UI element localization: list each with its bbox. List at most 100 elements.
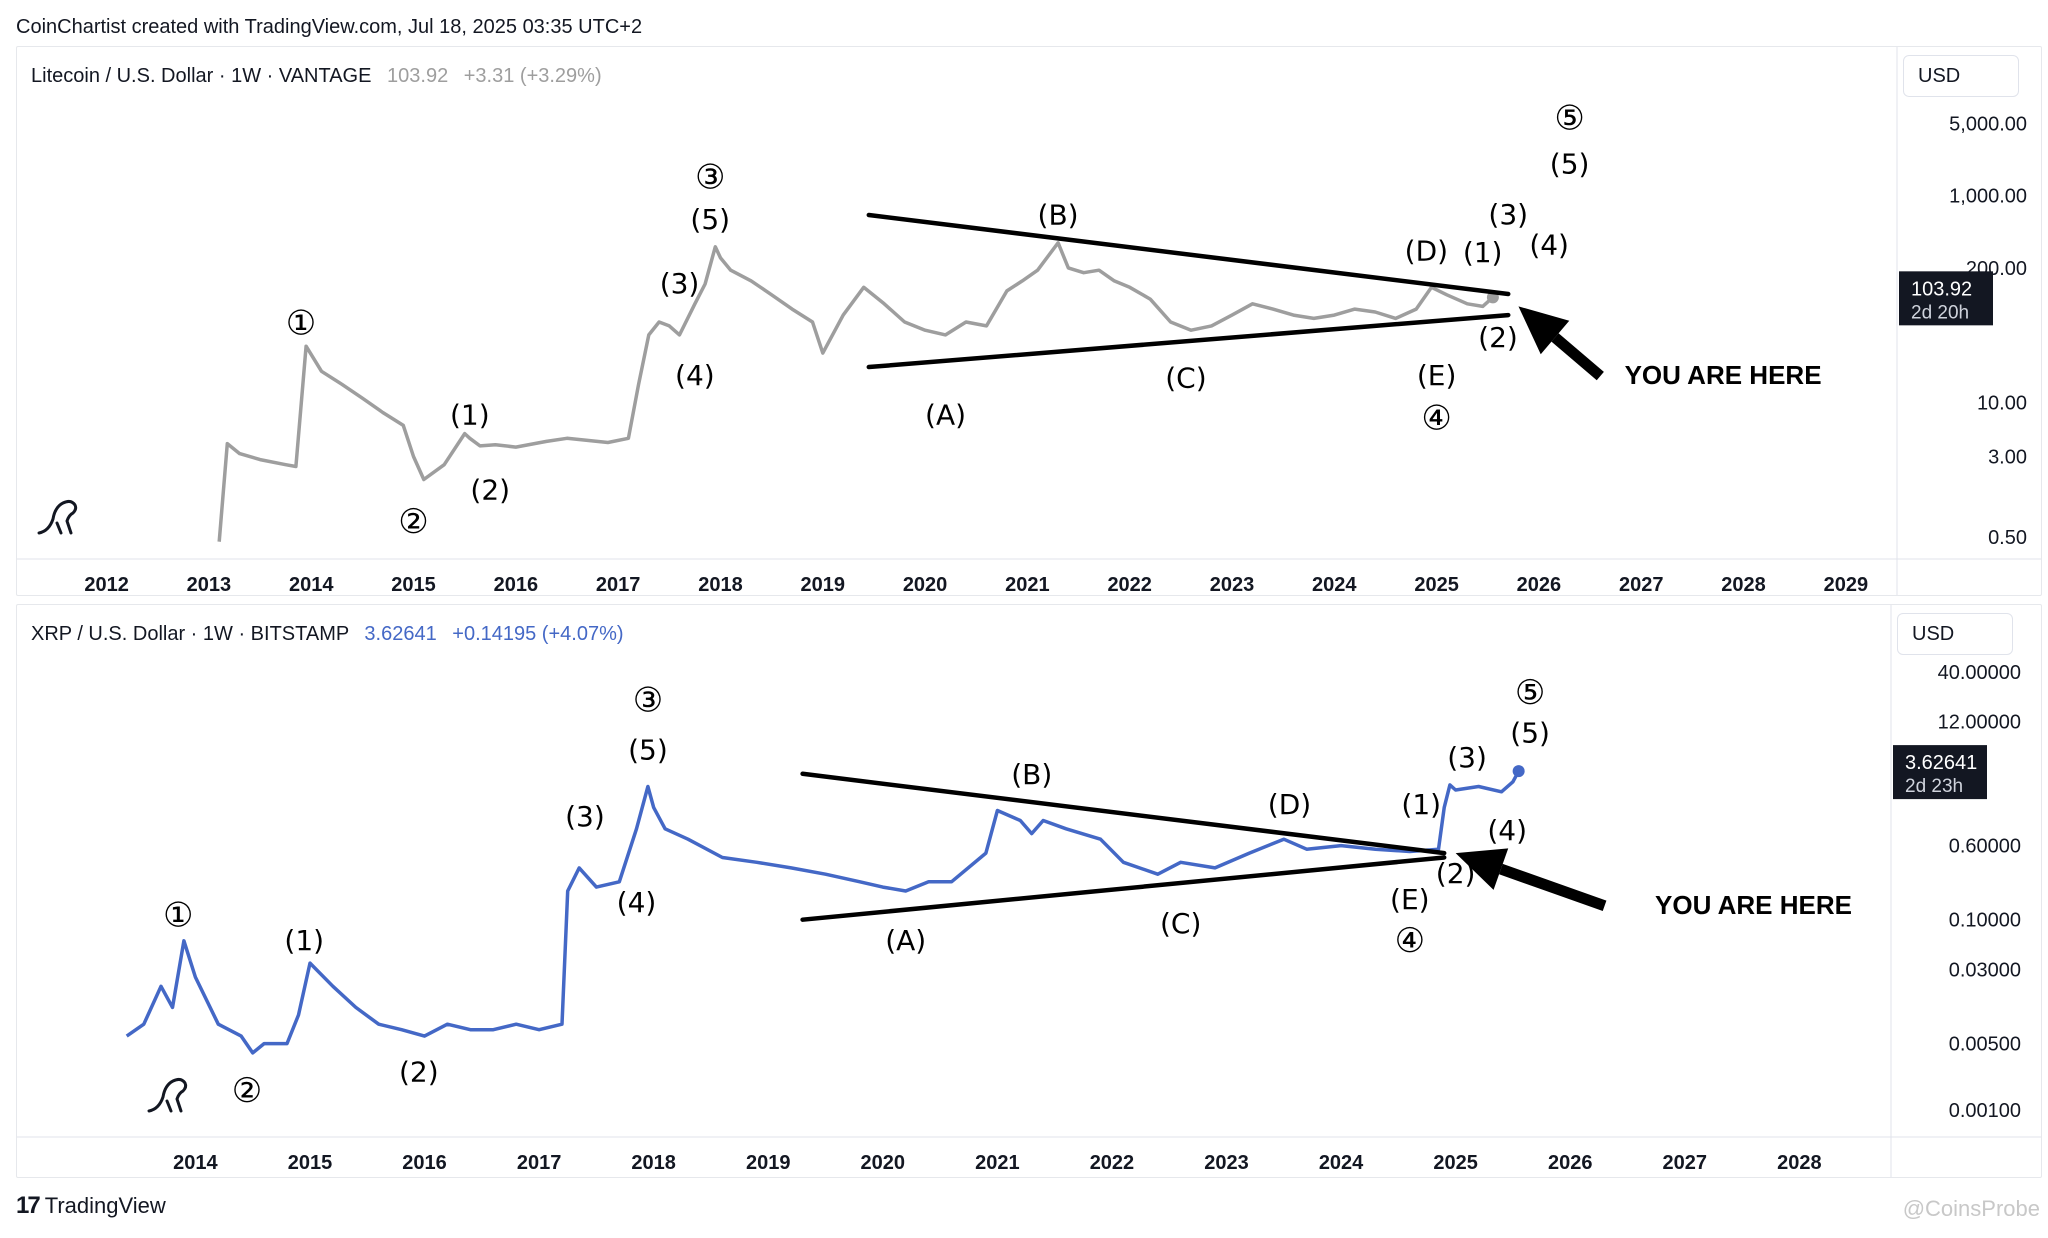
x-tick-label: 2015 — [288, 1152, 333, 1174]
x-tick-label: 2016 — [494, 574, 539, 595]
y-tick-label: 10.00 — [1977, 392, 2027, 414]
xrp-title: XRP / U.S. Dollar · 1W · BITSTAMP — [31, 623, 349, 645]
elliott-wave-label: (4) — [1529, 228, 1569, 261]
elliott-wave-label: (5) — [1550, 148, 1590, 181]
elliott-wave-label: (2) — [399, 1055, 439, 1088]
triangle-trendline — [800, 771, 1447, 856]
y-tick-label: 0.60000 — [1949, 836, 2021, 858]
y-tick-label: 0.00500 — [1949, 1034, 2021, 1056]
y-tick-label: 3.00 — [1988, 447, 2027, 469]
elliott-wave-label: (5) — [1510, 716, 1550, 749]
ltc-change: +3.31 (+3.29%) — [463, 65, 602, 87]
xrp-symbol-legend: XRP / U.S. Dollar · 1W · BITSTAMP 3.6264… — [31, 623, 624, 646]
svg-text:2d 20h: 2d 20h — [1911, 302, 1969, 323]
x-tick-label: 2015 — [391, 574, 436, 595]
elliott-wave-label: (1) — [450, 398, 490, 431]
elliott-wave-label: ⑤ — [1515, 673, 1545, 713]
price-line — [125, 770, 1521, 1055]
x-tick-label: 2013 — [187, 574, 232, 595]
tradingview-brand: TradingView — [44, 1193, 166, 1218]
elliott-wave-label: (3) — [565, 800, 605, 833]
elliott-wave-label: (A) — [885, 924, 926, 957]
ltc-symbol-legend: Litecoin / U.S. Dollar · 1W · VANTAGE 10… — [31, 65, 602, 88]
price-line — [217, 241, 1495, 542]
x-tick-label: 2023 — [1210, 574, 1255, 595]
y-tick-label: 0.10000 — [1949, 910, 2021, 932]
elliott-wave-label: (4) — [1487, 814, 1527, 847]
ltc-currency-button[interactable]: USD — [1903, 55, 2019, 97]
ltc-price-chart[interactable]: 2012 2013 2014 2015 2016 2017 2018 2019 2020 2021… — [17, 47, 2041, 595]
elliott-wave-label: (4) — [617, 886, 657, 919]
y-tick-label: 0.50 — [1988, 527, 2027, 549]
xrp-price: 3.62641 — [364, 623, 437, 645]
elliott-wave-label: (C) — [1165, 362, 1206, 395]
elliott-wave-label: (5) — [628, 733, 668, 766]
x-tick-label: 2018 — [631, 1152, 676, 1174]
y-tick-label: 0.00100 — [1949, 1100, 2021, 1122]
you-are-here-arrow — [1455, 848, 1607, 911]
ltc-chart-panel[interactable]: Litecoin / U.S. Dollar · 1W · VANTAGE 10… — [16, 46, 2042, 596]
xrp-price-chart[interactable]: 2014 2015 2016 2017 2018 2019 2020 2021 2022 2023… — [17, 605, 2041, 1177]
y-tick-label: 40.00000 — [1938, 662, 2021, 684]
elliott-wave-label: ④ — [1421, 398, 1451, 438]
x-tick-label: 2017 — [517, 1152, 562, 1174]
x-tick-label: 2024 — [1319, 1152, 1364, 1174]
elliott-wave-label: (2) — [1478, 321, 1518, 354]
x-tick-label: 2027 — [1619, 574, 1664, 595]
tradingview-logo[interactable]: 17 TradingView — [16, 1192, 166, 1220]
tradingview-logo-icon: 17 — [16, 1192, 41, 1219]
elliott-wave-label: ⑤ — [1554, 98, 1584, 138]
x-tick-label: 2020 — [903, 574, 948, 595]
elliott-wave-label: (4) — [675, 359, 715, 392]
elliott-wave-label: (B) — [1038, 199, 1079, 232]
x-tick-label: 2021 — [975, 1152, 1020, 1174]
x-tick-label: 2026 — [1517, 574, 1562, 595]
x-tick-label: 2022 — [1090, 1152, 1135, 1174]
elliott-wave-label: (E) — [1390, 883, 1430, 916]
triangle-trendline — [866, 212, 1511, 297]
x-tick-label: 2025 — [1414, 574, 1459, 595]
x-tick-label: 2022 — [1107, 574, 1152, 595]
x-tick-label: 2017 — [596, 574, 641, 595]
y-tick-label: 12.00000 — [1938, 712, 2021, 734]
elliott-wave-label: ② — [232, 1071, 262, 1111]
y-tick-label: 1,000.00 — [1949, 186, 2027, 208]
x-tick-label: 2014 — [289, 574, 334, 595]
x-tick-label: 2023 — [1204, 1152, 1249, 1174]
elliott-wave-label: ④ — [1395, 921, 1425, 961]
you-are-here-label: YOU ARE HERE — [1625, 360, 1822, 390]
dino-icon — [147, 1077, 188, 1113]
x-tick-label: 2027 — [1663, 1152, 1708, 1174]
svg-text:103.92: 103.92 — [1911, 278, 1972, 300]
elliott-wave-label: (1) — [1463, 236, 1503, 269]
xrp-chart-panel[interactable]: XRP / U.S. Dollar · 1W · BITSTAMP 3.6264… — [16, 604, 2042, 1178]
elliott-wave-label: (3) — [1488, 198, 1528, 231]
elliott-wave-label: (1) — [1401, 788, 1441, 821]
elliott-wave-label: (5) — [690, 203, 730, 236]
x-tick-label: 2020 — [861, 1152, 906, 1174]
ltc-title: Litecoin / U.S. Dollar · 1W · VANTAGE — [31, 65, 372, 87]
xrp-currency-button[interactable]: USD — [1897, 613, 2013, 655]
triangle-trendline — [866, 312, 1511, 370]
last-price-dot — [1512, 765, 1525, 778]
you-are-here-label: YOU ARE HERE — [1655, 890, 1852, 920]
elliott-wave-label: (E) — [1417, 359, 1457, 392]
triangle-trendline — [800, 855, 1447, 922]
watermark: @CoinsProbe — [1902, 1196, 2040, 1221]
dino-icon — [37, 499, 78, 535]
x-tick-label: 2028 — [1777, 1152, 1822, 1174]
x-tick-label: 2021 — [1005, 574, 1050, 595]
chart-credit: CoinChartist created with TradingView.co… — [16, 16, 643, 38]
x-tick-label: 2012 — [84, 574, 129, 595]
x-tick-label: 2019 — [801, 574, 846, 595]
x-tick-label: 2016 — [402, 1152, 447, 1174]
xrp-change: +0.14195 (+4.07%) — [452, 623, 624, 645]
elliott-wave-label: ① — [163, 896, 193, 936]
x-tick-label: 2026 — [1548, 1152, 1593, 1174]
elliott-wave-label: (2) — [470, 474, 510, 507]
x-tick-label: 2014 — [173, 1152, 218, 1174]
y-tick-label: 0.03000 — [1949, 960, 2021, 982]
svg-text:3.62641: 3.62641 — [1905, 752, 1977, 774]
